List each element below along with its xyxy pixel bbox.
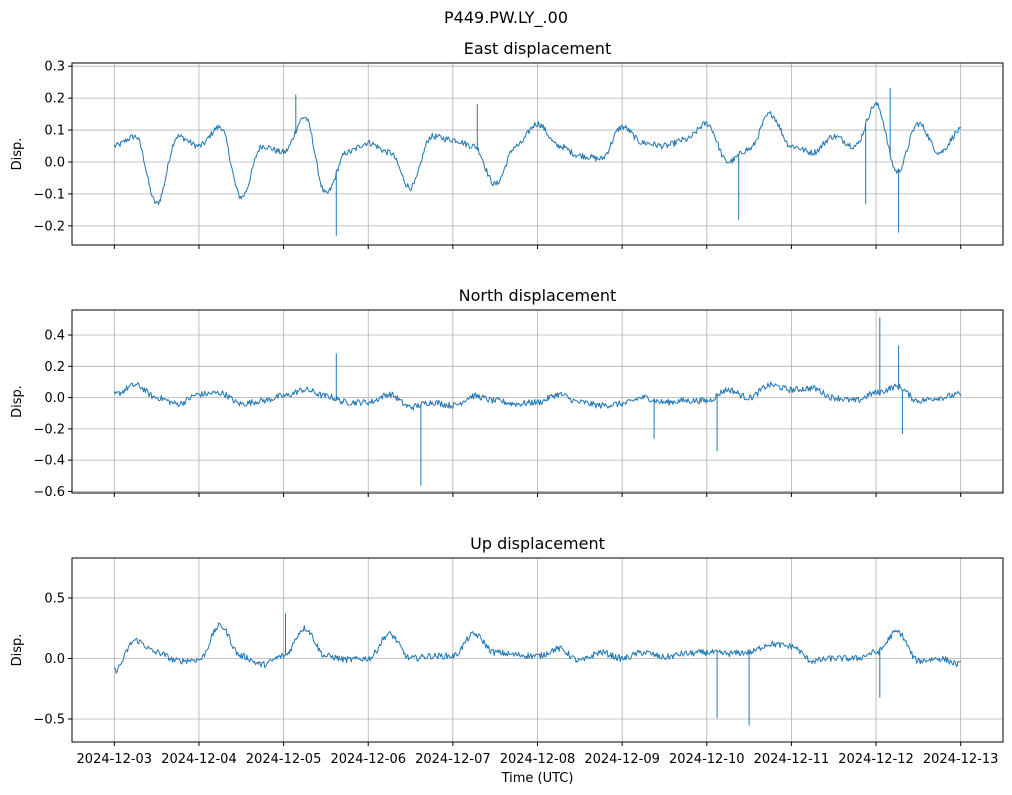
x-tick-label: 2024-12-10 <box>669 752 745 767</box>
x-tick-label: 2024-12-06 <box>330 752 406 767</box>
x-tick-label: 2024-12-08 <box>500 752 576 767</box>
y-tick-label: 0.1 <box>44 124 65 139</box>
subplot-1: −0.2 −0.1 0.0 0.1 0.2 0.3 East displacement Dis… <box>10 39 1004 249</box>
subplot-title: Up displacement <box>470 534 605 553</box>
figure-title: P449.PW.LY_.00 <box>444 8 568 27</box>
series-line <box>114 613 961 726</box>
y-tick-label: −0.5 <box>33 713 65 728</box>
x-tick-label: 2024-12-05 <box>246 752 322 767</box>
x-tick-label: 2024-12-09 <box>584 752 660 767</box>
x-tick-label: 2024-12-13 <box>923 752 999 767</box>
subplot-2: −0.6 −0.4 −0.2 0.0 0.2 0.4 North displacement D… <box>10 286 1004 500</box>
x-tick-label: 2024-12-11 <box>754 752 830 767</box>
y-axis-label: Disp. <box>10 385 25 418</box>
y-tick-label: −0.4 <box>33 454 65 469</box>
subplot-3: −0.5 0.0 0.5 2024-12-03 2024-12-04 2024-12-05… <box>10 534 1004 786</box>
x-tick-label: 2024-12-04 <box>161 752 237 767</box>
x-axis-label: Time (UTC) <box>501 771 574 786</box>
x-tick-label: 2024-12-03 <box>77 752 153 767</box>
y-tick-label: −0.2 <box>33 219 65 234</box>
y-tick-label: 0.2 <box>44 360 65 375</box>
x-tick-label: 2024-12-12 <box>838 752 914 767</box>
y-axis-label: Disp. <box>10 138 25 171</box>
subplot-title: North displacement <box>459 286 617 305</box>
y-tick-label: −0.6 <box>33 485 65 500</box>
series-line <box>113 317 962 486</box>
x-tick-label: 2024-12-07 <box>415 752 491 767</box>
series-line <box>113 88 962 236</box>
y-tick-label: 0.4 <box>44 329 65 344</box>
y-axis-label: Disp. <box>10 634 25 667</box>
subplot-title: East displacement <box>464 39 611 58</box>
y-tick-label: −0.1 <box>33 187 65 202</box>
y-tick-label: −0.2 <box>33 422 65 437</box>
y-tick-label: 0.5 <box>44 591 65 606</box>
y-tick-label: 0.0 <box>44 155 65 170</box>
y-tick-label: 0.0 <box>44 391 65 406</box>
y-tick-label: 0.2 <box>44 92 65 107</box>
y-tick-label: 0.3 <box>44 60 65 75</box>
y-tick-label: 0.0 <box>44 652 65 667</box>
